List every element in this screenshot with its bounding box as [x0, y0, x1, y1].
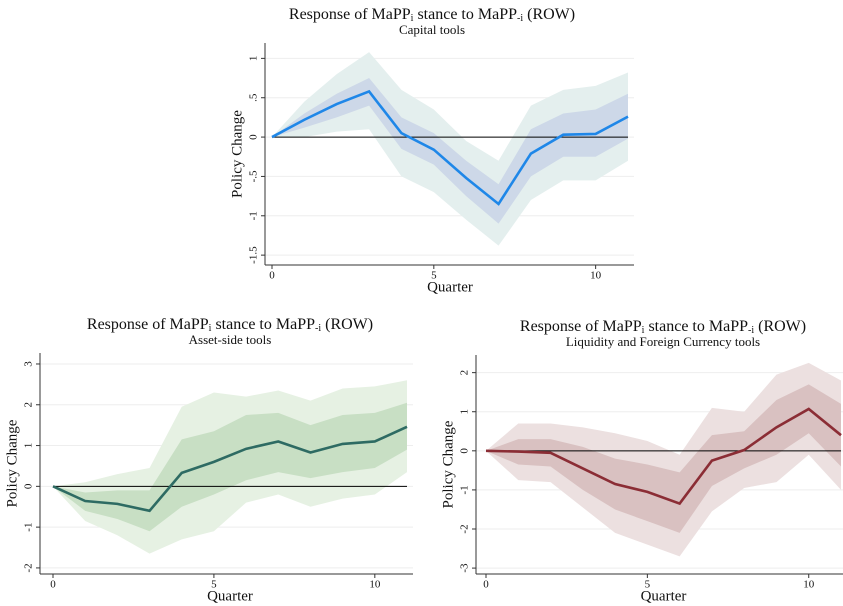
- panel: Response of MaPPi stance to MaPP-i (ROW)…: [4, 316, 413, 604]
- title-part: (ROW): [321, 316, 373, 333]
- y-tick-label: -.5: [248, 170, 260, 182]
- x-tick-label: 10: [590, 270, 602, 282]
- title-part: (ROW): [754, 318, 806, 335]
- y-tick-label: 0: [23, 483, 35, 489]
- response-line: [52, 425, 408, 513]
- y-tick-label: 0: [248, 134, 260, 140]
- panel: Response of MaPPi stance to MaPP-i (ROW)…: [229, 6, 634, 295]
- y-axis-title: Policy Change: [229, 110, 245, 198]
- title-subscript: -i: [517, 13, 523, 24]
- x-tick-label: 0: [50, 579, 56, 591]
- title-part: Response of MaPP: [520, 318, 642, 335]
- y-tick-label: 2: [23, 402, 35, 408]
- y-tick-label: -1: [23, 523, 35, 532]
- panel: Response of MaPPi stance to MaPP-i (ROW)…: [440, 318, 843, 604]
- y-tick-label: 1: [459, 409, 471, 415]
- y-tick-label: -2: [23, 563, 35, 572]
- chart-subtitle: Liquidity and Foreign Currency tools: [566, 334, 760, 349]
- title-part: Response of MaPP: [87, 316, 209, 333]
- chart-subtitle: Asset-side tools: [189, 332, 272, 347]
- title-part: Response of MaPP: [289, 6, 411, 23]
- x-tick-label: 0: [483, 579, 489, 591]
- x-tick-label: 5: [431, 270, 437, 282]
- title-part: (ROW): [523, 6, 575, 23]
- title-subscript: i: [642, 325, 645, 336]
- chart-subtitle: Capital tools: [399, 22, 465, 37]
- y-axis-title: Policy Change: [440, 420, 456, 508]
- title-part: stance to MaPP: [413, 6, 517, 23]
- y-tick-label: 3: [23, 361, 35, 367]
- y-tick-label: -1: [459, 485, 471, 494]
- y-tick-label: -2: [459, 524, 471, 533]
- confidence-band: [53, 402, 407, 532]
- x-tick-label: 0: [269, 270, 275, 282]
- y-tick-label: -3: [459, 563, 471, 573]
- chart-title: Response of MaPPi stance to MaPP-i (ROW): [520, 318, 806, 337]
- x-tick-label: 10: [803, 579, 815, 591]
- chart-title: Response of MaPPi stance to MaPP-i (ROW): [87, 316, 373, 335]
- title-subscript: i: [209, 323, 212, 334]
- y-tick-label: 0: [459, 448, 471, 454]
- x-axis-title: Quarter: [207, 588, 253, 604]
- x-axis-title: Quarter: [641, 588, 687, 604]
- y-tick-label: 2: [459, 370, 471, 376]
- x-tick-label: 5: [211, 579, 217, 591]
- confidence-band: [486, 362, 841, 557]
- confidence-band: [272, 78, 628, 224]
- response-line: [485, 407, 842, 506]
- x-axis-title: Quarter: [427, 279, 473, 295]
- y-axis-title: Policy Change: [4, 419, 20, 507]
- y-tick-label: .5: [248, 93, 260, 102]
- title-part: stance to MaPP: [211, 316, 315, 333]
- confidence-band: [486, 384, 841, 533]
- title-subscript: -i: [315, 323, 321, 334]
- y-tick-label: 1: [248, 56, 260, 62]
- y-tick-label: -1.5: [248, 246, 260, 264]
- x-tick-label: 10: [369, 579, 381, 591]
- response-line: [271, 89, 629, 206]
- y-tick-label: 1: [23, 443, 35, 449]
- chart-title: Response of MaPPi stance to MaPP-i (ROW): [289, 6, 575, 25]
- x-tick-label: 5: [645, 579, 651, 591]
- title-subscript: i: [411, 13, 414, 24]
- title-subscript: -i: [748, 325, 754, 336]
- y-tick-label: -1: [248, 211, 260, 220]
- title-part: stance to MaPP: [644, 318, 748, 335]
